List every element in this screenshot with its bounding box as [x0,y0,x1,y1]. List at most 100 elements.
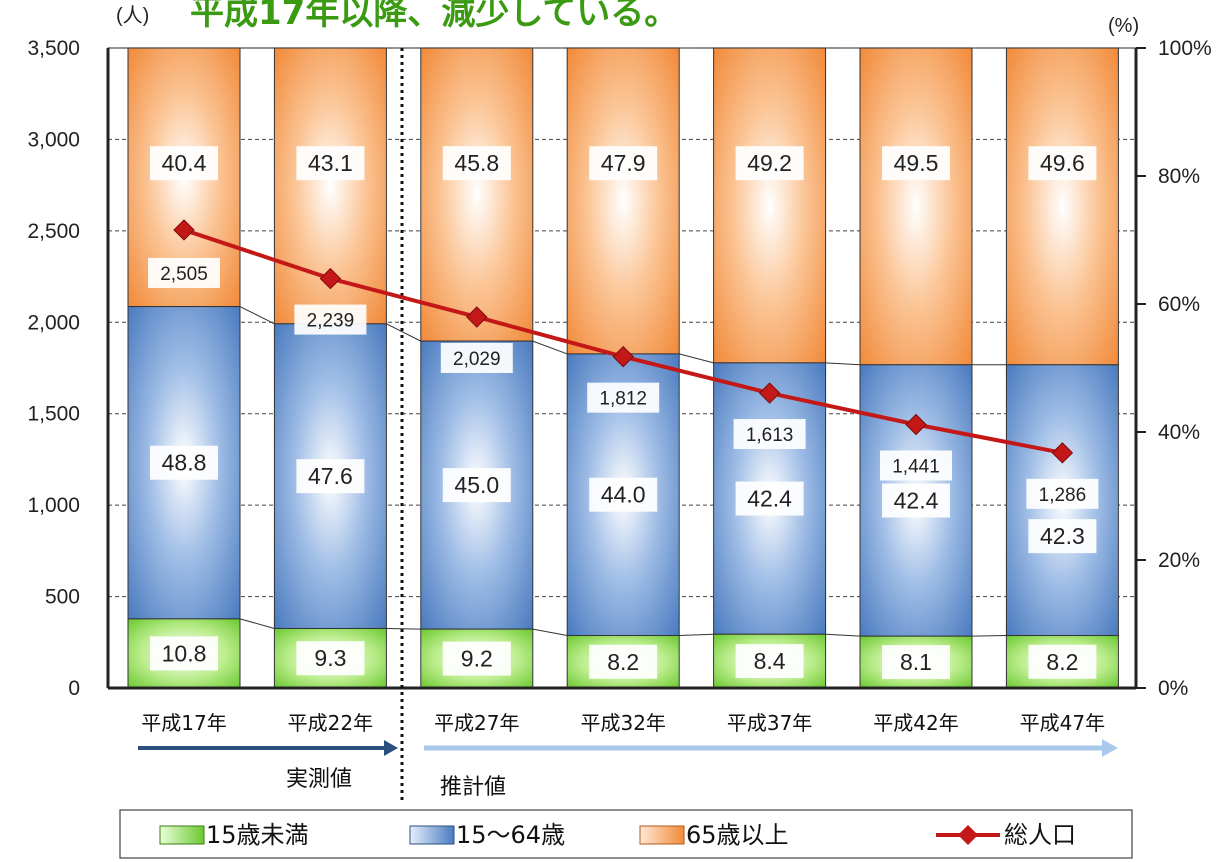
connector-line [239,618,275,629]
label-working-box [296,459,365,494]
category-label: 平成22年 [288,711,373,735]
label-elderly-box [882,146,950,181]
value-labels: 10.8 48.8 40.4 9.3 47.6 43.1 9.2 45.0 45.8 8.2 44.… [150,146,1097,680]
label-under15-box [882,645,950,680]
connector-line [971,635,1007,637]
left-tick-label: 2,500 [27,220,80,243]
label-under15: 8.1 [900,649,932,675]
connector-line [532,340,568,355]
label-elderly: 49.6 [1040,150,1085,176]
label-under15: 10.8 [162,640,207,666]
label-total-box [880,450,952,481]
estimate-label: 推計値 [440,775,506,800]
label-total: 1,613 [746,425,794,446]
bar-elderly [1005,47,1119,366]
total-marker [319,267,342,290]
legend-label-working: 15～64歳 [456,821,565,849]
label-under15: 8.2 [607,649,639,675]
category-labels: 平成17年 平成22年 平成27年 平成32年 平成37年 平成42年 平成47年 [141,711,1105,735]
right-tick-label: 60% [1158,293,1200,316]
label-working: 48.8 [162,450,207,476]
label-under15: 9.3 [314,645,346,671]
label-elderly: 40.4 [162,150,207,176]
bar-elderly [566,47,680,355]
bars [127,47,1119,689]
label-working: 45.0 [454,472,499,498]
total-marker [173,219,195,241]
label-working-box [1028,519,1097,554]
connector-line [386,627,421,630]
label-elderly: 49.2 [747,150,792,176]
legend-label-total: 総人口 [1004,821,1076,849]
left-tick-label: 1,500 [27,403,80,426]
label-total-box [1026,478,1099,509]
category-label: 平成37年 [727,711,812,735]
label-working: 42.4 [894,487,939,513]
label-elderly-box [296,146,365,181]
right-axis-unit: (%) [1108,15,1139,37]
connector-line [239,306,275,325]
label-under15-box [589,644,658,679]
total-marker [612,345,634,368]
label-working: 47.6 [308,463,353,489]
label-under15-box [296,641,365,676]
connector-line [825,362,861,366]
total-marker [758,382,781,404]
category-label: 平成47年 [1020,711,1105,735]
label-elderly: 43.1 [308,150,353,176]
category-label: 平成42年 [873,711,958,735]
label-total-box [440,342,513,373]
label-under15-box [1028,644,1097,679]
label-total: 1,812 [599,389,647,410]
label-working-box [882,483,950,518]
label-total-box [733,419,806,450]
label-under15-box [150,636,218,671]
label-under15: 8.2 [1046,649,1078,675]
total-marker [905,413,927,436]
label-elderly-box [1028,146,1097,181]
right-tick-label: 20% [1158,549,1200,572]
label-total-box [587,382,660,413]
label-elderly-box [150,146,218,181]
bar-elderly [859,47,973,366]
bar-elderly [713,47,827,364]
total-population-line: 2,505 2,239 2,029 1,812 1,613 1,441 1,286 [148,219,1099,509]
segment-connectors [239,306,1007,637]
right-tick-label: 80% [1158,165,1200,188]
label-total: 2,505 [160,264,208,285]
legend-label-elderly: 65歳以上 [686,821,789,849]
label-working: 42.3 [1040,523,1085,549]
label-working-box [150,445,218,480]
legend-swatch-elderly [639,825,685,845]
label-working-box [589,477,658,512]
right-tick-label: 0% [1158,677,1188,700]
label-total: 1,441 [892,457,940,478]
label-elderly-box [589,146,658,181]
left-tick-label: 3,000 [27,128,80,151]
left-tick-label: 500 [45,586,80,609]
label-working: 44.0 [601,482,646,508]
label-elderly: 49.5 [894,150,939,176]
connector-line [386,323,422,342]
label-under15: 9.2 [461,646,493,672]
legend-swatch-under15 [159,825,205,845]
connector-line [679,353,714,364]
legend-label-under15: 15歳未満 [206,821,309,849]
label-elderly: 47.9 [601,150,646,176]
chart-title: 平成17年以降、減少している。 [190,0,678,33]
category-label: 平成27年 [434,711,519,735]
left-tick-label: 3,500 [27,37,80,60]
label-elderly-box [442,146,511,181]
legend-swatch-working [409,825,455,845]
bar-elderly [420,47,534,342]
left-tick-label: 1,000 [27,494,80,517]
left-axis-unit: (人) [116,4,149,27]
legend-marker-total [958,825,978,845]
connector-line [679,633,714,637]
label-under15-box [735,644,804,679]
label-total-box [294,304,367,335]
category-label: 平成32年 [580,711,665,735]
label-elderly-box [735,146,804,181]
connector-line [532,628,568,637]
